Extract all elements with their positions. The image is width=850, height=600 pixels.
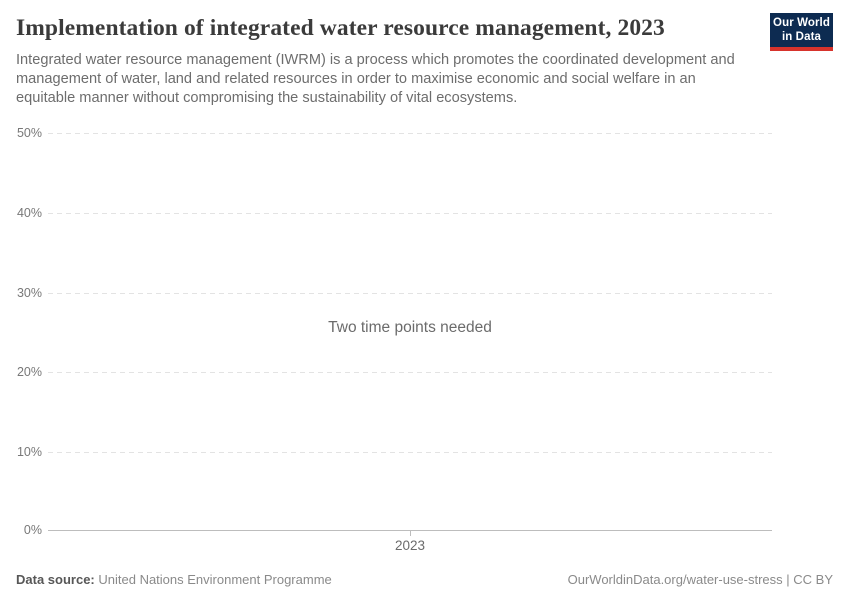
chart-subtitle: Integrated water resource management (IW… [16, 52, 735, 106]
y-axis-tick-label: 10% [16, 445, 42, 459]
page-title: Implementation of integrated water resou… [16, 15, 665, 41]
y-axis-tick-label: 30% [16, 286, 42, 300]
empty-state-message: Two time points needed [328, 319, 492, 336]
owid-logo[interactable]: Our World in Data [770, 13, 833, 51]
chart-footer: Data source: United Nations Environment … [16, 572, 833, 587]
gridline-row-20: 20% [16, 365, 772, 379]
x-axis-tick-mark [410, 531, 411, 536]
owid-logo-text-line1: Our World [773, 17, 830, 29]
gridline-row-40: 40% [16, 206, 772, 220]
gridline [48, 293, 772, 294]
owid-logo-text-line2: in Data [781, 30, 822, 43]
y-axis-tick-label: 0% [23, 523, 42, 537]
attribution-link[interactable]: OurWorldinData.org/water-use-stress | CC… [567, 572, 833, 587]
gridline-row-50: 50% [16, 126, 772, 140]
chart-plot-area: 50% 40% 30% 20% 10% 0% Two time points n… [16, 120, 772, 560]
y-axis-tick-label: 20% [16, 365, 42, 379]
x-axis-line [48, 530, 772, 531]
x-axis-line-row: 0% [16, 523, 772, 537]
gridline [48, 133, 772, 134]
data-source-label: Data source: [16, 572, 95, 587]
gridline-row-10: 10% [16, 445, 772, 459]
gridline [48, 213, 772, 214]
gridline-row-30: 30% [16, 286, 772, 300]
x-axis-tick-label: 2023 [394, 538, 426, 553]
gridline [48, 372, 772, 373]
y-axis-tick-label: 50% [16, 126, 42, 140]
y-axis-tick-label: 40% [16, 206, 42, 220]
data-source-value: United Nations Environment Programme [98, 572, 332, 587]
data-source-note: Data source: United Nations Environment … [16, 572, 332, 587]
gridline [48, 452, 772, 453]
